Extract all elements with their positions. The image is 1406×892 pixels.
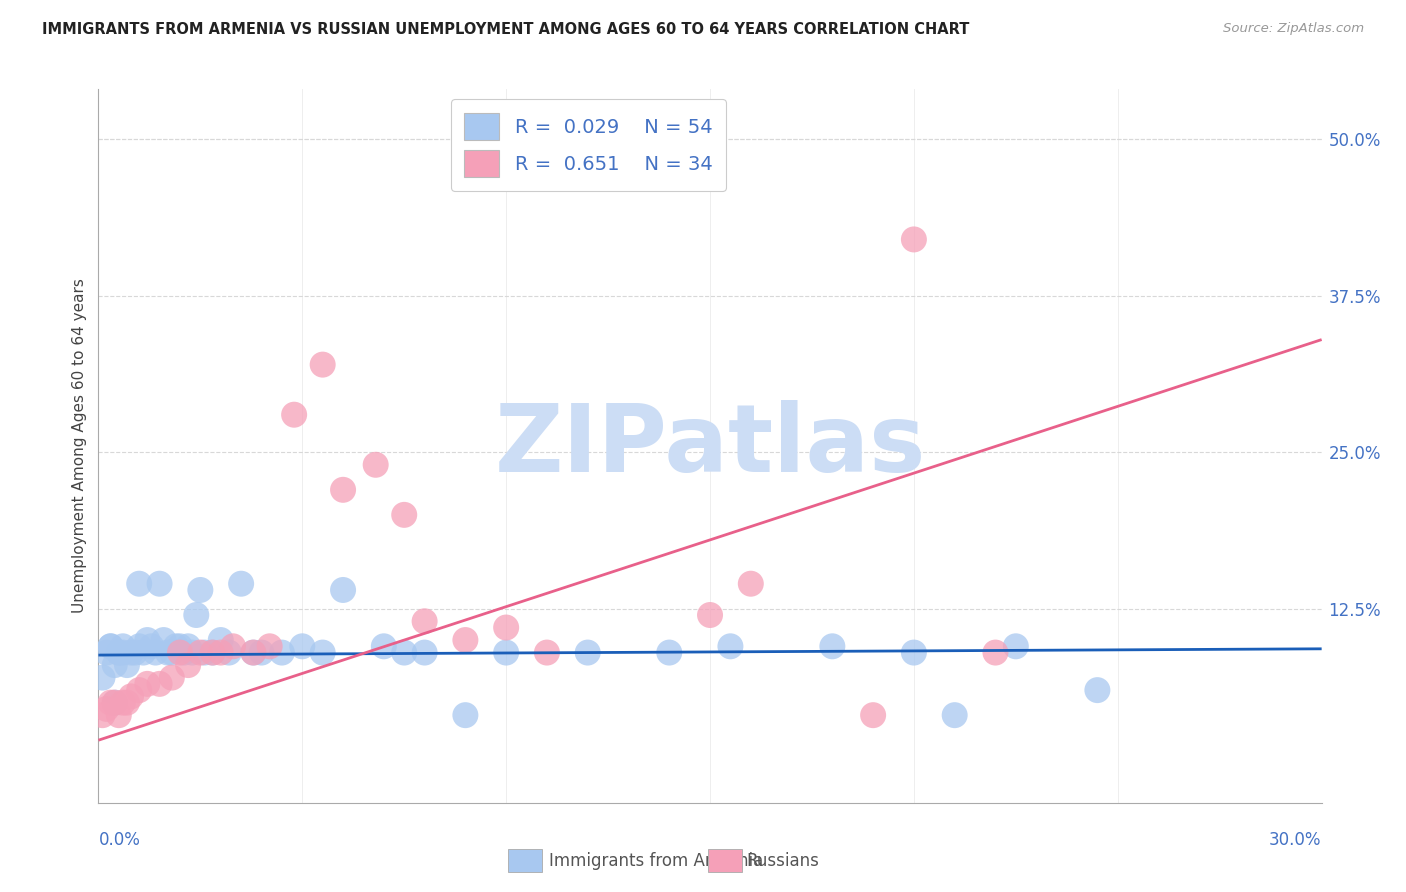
Point [104, 696, 127, 710]
Point [454, 633, 477, 648]
Point [413, 646, 436, 660]
Point [740, 576, 762, 591]
Point [96, 702, 118, 716]
Point [201, 646, 224, 660]
Point [128, 576, 150, 591]
Point [658, 646, 681, 660]
Point [111, 640, 134, 654]
Point [270, 646, 294, 660]
Point [720, 640, 742, 654]
Point [128, 683, 150, 698]
Point [104, 696, 127, 710]
Y-axis label: Unemployment Among Ages 60 to 64 years: Unemployment Among Ages 60 to 64 years [72, 278, 87, 614]
Point [149, 576, 172, 591]
Text: Source: ZipAtlas.com: Source: ZipAtlas.com [1223, 22, 1364, 36]
Point [149, 677, 172, 691]
Point [250, 646, 273, 660]
Point [291, 640, 314, 654]
Point [128, 640, 150, 654]
Point [242, 646, 264, 660]
Point [108, 646, 131, 660]
Point [160, 646, 183, 660]
Point [209, 646, 232, 660]
Point [495, 646, 517, 660]
Point [231, 576, 253, 591]
Point [201, 646, 224, 660]
Point [312, 646, 335, 660]
Point [576, 646, 599, 660]
Point [392, 646, 416, 660]
Point [193, 646, 215, 660]
Point [903, 232, 925, 246]
Text: Russians: Russians [747, 852, 820, 870]
Point [332, 483, 354, 497]
Point [120, 690, 142, 704]
Point [169, 640, 191, 654]
Point [821, 640, 844, 654]
Point [104, 658, 127, 673]
Point [165, 640, 187, 654]
Point [209, 633, 232, 648]
Point [100, 696, 122, 710]
Point [943, 708, 966, 723]
Point [145, 646, 167, 660]
Text: IMMIGRANTS FROM ARMENIA VS RUSSIAN UNEMPLOYMENT AMONG AGES 60 TO 64 YEARS CORREL: IMMIGRANTS FROM ARMENIA VS RUSSIAN UNEMP… [42, 22, 970, 37]
Point [495, 621, 517, 635]
Point [373, 640, 395, 654]
Point [111, 646, 134, 660]
Point [699, 607, 721, 622]
Point [536, 646, 558, 660]
Point [169, 646, 191, 660]
Point [115, 658, 138, 673]
Point [100, 640, 122, 654]
Point [1004, 640, 1026, 654]
Point [173, 646, 195, 660]
Point [984, 646, 1007, 660]
Point [259, 640, 281, 654]
Point [108, 708, 131, 723]
Text: 0.0%: 0.0% [98, 831, 141, 849]
Text: Immigrants from Armenia: Immigrants from Armenia [548, 852, 763, 870]
Point [177, 658, 200, 673]
Point [392, 508, 416, 522]
Text: 30.0%: 30.0% [1270, 831, 1322, 849]
Text: ZIPatlas: ZIPatlas [495, 400, 925, 492]
Point [364, 458, 387, 472]
Point [181, 646, 204, 660]
Point [188, 646, 212, 660]
Legend: R =  0.029    N = 54, R =  0.651    N = 34: R = 0.029 N = 54, R = 0.651 N = 34 [451, 99, 725, 191]
Point [283, 408, 305, 422]
Point [96, 646, 118, 660]
Point [115, 696, 138, 710]
Point [242, 646, 264, 660]
Point [108, 646, 131, 660]
Point [186, 607, 208, 622]
Point [222, 640, 245, 654]
Point [91, 671, 114, 685]
Point [124, 646, 146, 660]
Point [188, 582, 212, 597]
Point [160, 671, 183, 685]
Point [111, 696, 134, 710]
Point [454, 708, 477, 723]
Point [136, 633, 159, 648]
Point [903, 646, 925, 660]
Point [120, 646, 142, 660]
Point [413, 614, 436, 628]
Point [100, 640, 122, 654]
Point [152, 633, 174, 648]
Point [156, 646, 179, 660]
Point [177, 640, 200, 654]
FancyBboxPatch shape [508, 849, 543, 872]
Point [862, 708, 884, 723]
Point [132, 646, 155, 660]
Point [91, 708, 114, 723]
FancyBboxPatch shape [707, 849, 742, 872]
Point [1085, 683, 1108, 698]
Point [312, 358, 335, 372]
Point [141, 640, 163, 654]
Point [218, 646, 240, 660]
Point [332, 582, 354, 597]
Point [136, 677, 159, 691]
